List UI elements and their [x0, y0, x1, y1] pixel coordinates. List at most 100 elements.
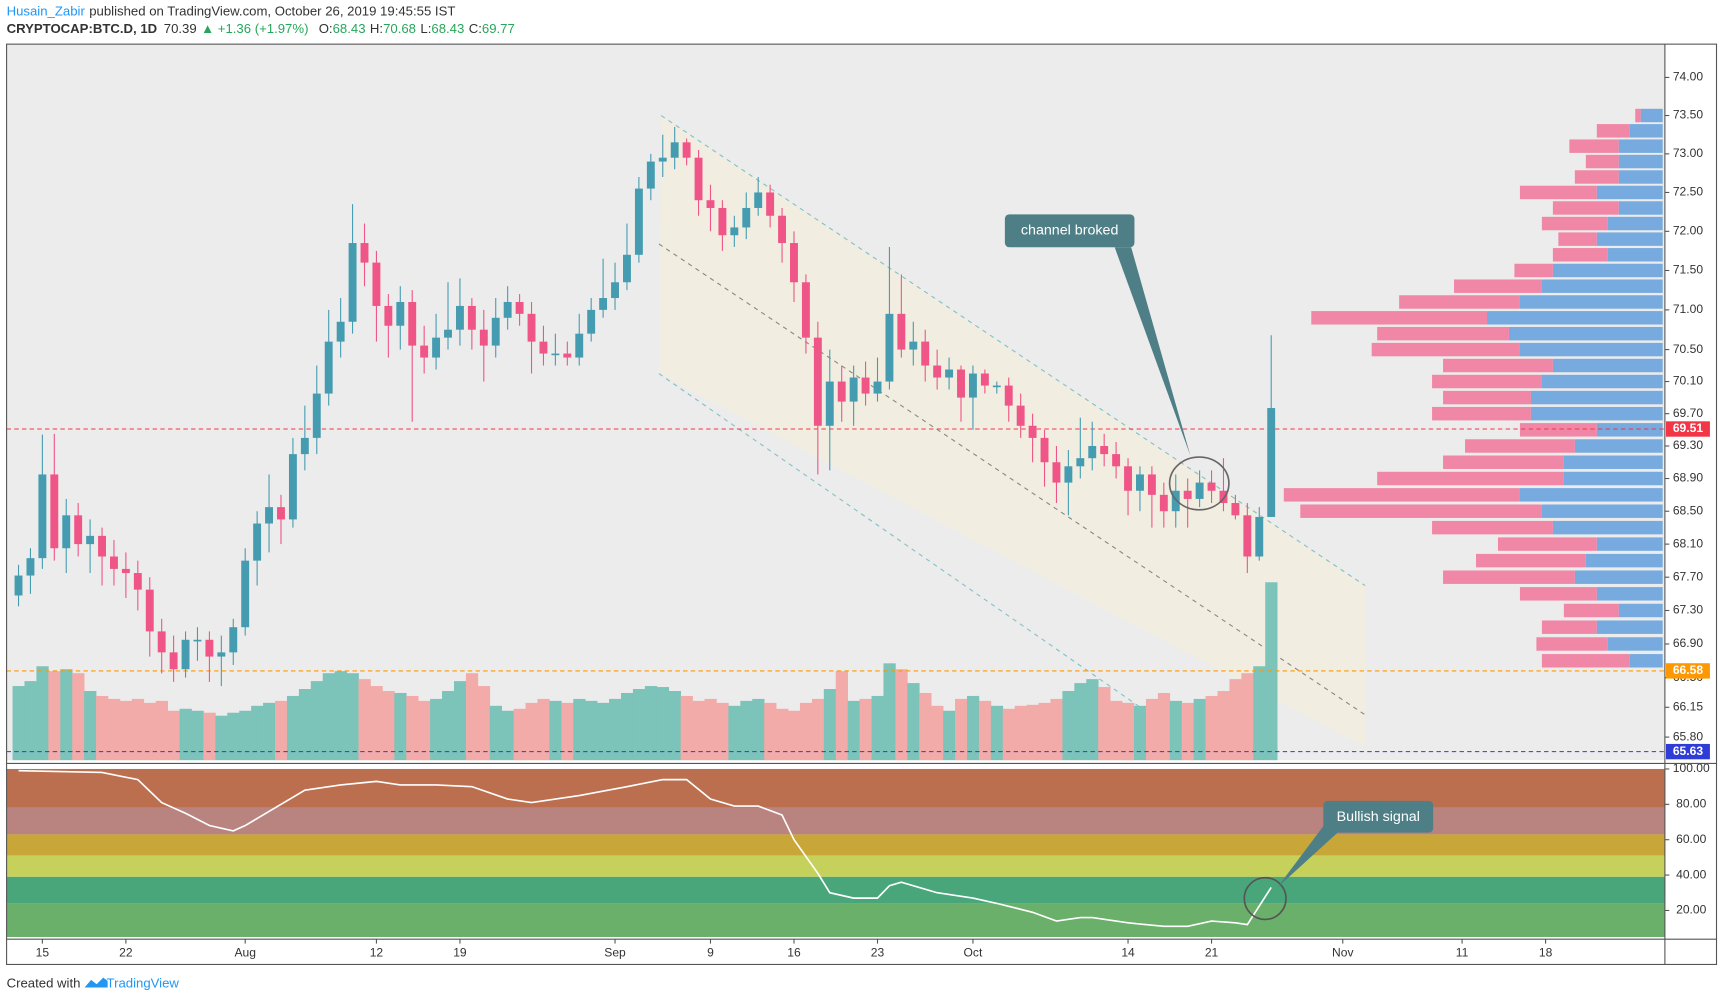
volume-bar — [1062, 690, 1075, 761]
candle-body — [968, 373, 977, 398]
callout-text: Bullish signal — [1337, 809, 1420, 825]
candle-body — [408, 301, 417, 346]
candle-body — [360, 243, 369, 263]
profile-down — [1399, 295, 1520, 309]
candle-body — [515, 301, 524, 314]
volume-bar — [1026, 704, 1039, 761]
x-tick-label: 18 — [1539, 946, 1553, 960]
footer-brand: TradingView — [107, 976, 180, 991]
profile-down — [1377, 471, 1564, 486]
volume-bar — [799, 702, 813, 761]
volume-bar — [668, 690, 681, 761]
volume-bar — [96, 695, 109, 761]
candle-body — [1124, 466, 1132, 491]
profile-down — [1283, 488, 1520, 502]
candle-body — [849, 377, 858, 402]
profile-down — [1377, 326, 1509, 341]
volume-bar — [644, 686, 658, 761]
volume-bar — [298, 689, 312, 761]
volume-bar — [12, 686, 25, 761]
candle-body — [121, 568, 130, 574]
candle-body — [778, 215, 787, 244]
candle-body — [813, 337, 822, 426]
candle-body — [157, 631, 166, 653]
x-tick-label: Oct — [964, 946, 983, 960]
channel-middle — [658, 243, 1368, 717]
candle-body — [133, 573, 142, 590]
volume-bar — [620, 692, 634, 761]
volume-bar — [239, 710, 252, 761]
candle-body — [1004, 385, 1013, 406]
volume-bar — [990, 705, 1004, 761]
y-tick-label: 68.90 — [1673, 471, 1704, 485]
profile-down — [1558, 232, 1597, 246]
volume-bar — [811, 698, 825, 761]
candle-body — [897, 313, 906, 350]
logo — [84, 977, 108, 988]
profile-down — [1552, 248, 1608, 262]
profile-up — [1530, 406, 1663, 421]
candle-body — [1171, 490, 1180, 512]
candle-body — [432, 337, 441, 358]
candle-body — [241, 560, 250, 628]
candle-body — [348, 243, 357, 322]
volume-bar — [943, 710, 956, 761]
level-label-box — [1665, 743, 1710, 760]
candle-body — [265, 507, 274, 524]
candle-body — [110, 556, 118, 569]
profile-up — [1585, 553, 1663, 568]
callout-pointer — [1277, 826, 1338, 888]
profile-down — [1497, 537, 1597, 551]
candle-body — [539, 341, 548, 354]
x-tick-label: Nov — [1332, 946, 1353, 960]
candle-body — [503, 301, 512, 318]
volume-bar — [251, 705, 264, 761]
profile-up — [1607, 637, 1663, 651]
volume-bar — [1241, 673, 1254, 761]
candle-body — [467, 305, 476, 330]
profile-down — [1552, 201, 1619, 215]
osc-tick-label: 100.00 — [1673, 761, 1710, 775]
profile-down — [1300, 504, 1542, 518]
candle-body — [599, 298, 608, 310]
candle-body — [336, 321, 345, 342]
volume-bar — [1050, 698, 1063, 761]
x-tick-label: 11 — [1456, 946, 1469, 960]
profile-down — [1443, 455, 1564, 469]
profile-down — [1311, 311, 1487, 325]
candle-body — [169, 652, 178, 670]
volume-bar — [465, 673, 479, 761]
candle-body — [563, 353, 572, 358]
profile-down — [1585, 154, 1619, 169]
osc-band — [6, 903, 1665, 937]
volume-bar — [275, 700, 288, 761]
channel — [658, 115, 1368, 759]
volume-bar — [1181, 702, 1194, 761]
candle-body — [1147, 474, 1156, 495]
callout-box — [1004, 214, 1135, 248]
candle-body — [1088, 446, 1097, 459]
volume-bar — [597, 702, 610, 761]
candle-body — [74, 515, 83, 545]
ohlc-value: 68.43 — [431, 21, 464, 36]
volume-bar — [740, 700, 753, 761]
osc-tick-label: 20.00 — [1676, 903, 1707, 917]
profile-up — [1519, 295, 1663, 309]
profile-up — [1618, 139, 1663, 153]
volume-bar — [191, 710, 204, 761]
candle-body — [1231, 503, 1240, 516]
profile-up — [1574, 439, 1663, 453]
profile-up — [1607, 216, 1663, 231]
volume-bar — [131, 698, 145, 761]
volume-bar — [871, 695, 884, 761]
volume-bar — [835, 671, 849, 761]
volume-bar — [119, 700, 133, 761]
volume-bar — [1002, 708, 1016, 761]
profile-up — [1486, 311, 1663, 325]
candle-body — [658, 157, 667, 162]
candle-body — [682, 142, 691, 158]
candle-body — [527, 313, 536, 342]
profile-down — [1371, 342, 1520, 357]
profile-up — [1618, 170, 1663, 184]
volume-bar — [847, 700, 860, 761]
